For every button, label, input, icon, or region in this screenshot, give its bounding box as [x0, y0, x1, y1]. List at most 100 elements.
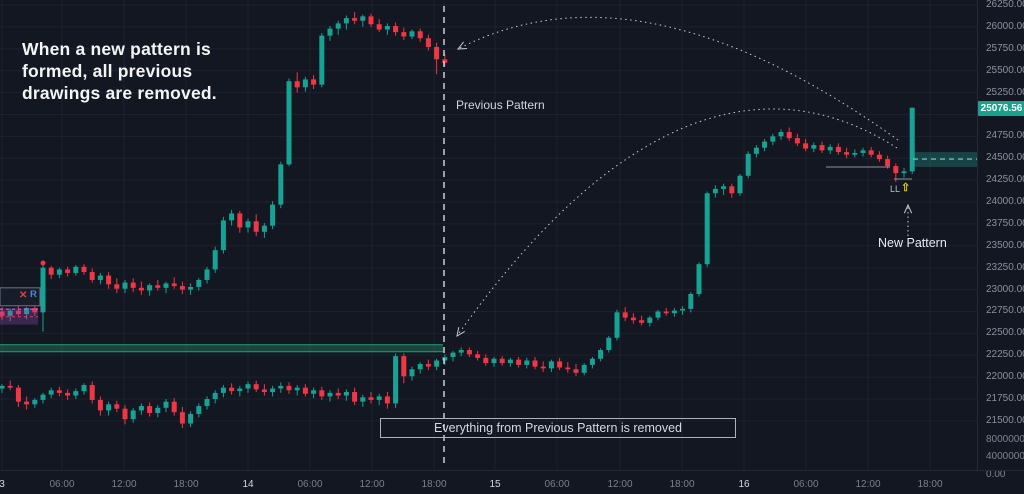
main-candle-body	[770, 136, 776, 142]
main-candle-body	[253, 384, 259, 390]
main-candle-body	[614, 312, 620, 338]
price-tick-label: 22750.00	[986, 305, 1024, 317]
prev-candle-body	[368, 16, 374, 25]
main-candle-body	[302, 387, 308, 394]
prev-candle-body	[319, 35, 325, 85]
main-candle-body	[368, 397, 374, 400]
prev-candle-body	[302, 79, 308, 88]
main-candle-body	[893, 166, 899, 174]
arrowhead	[903, 203, 913, 214]
main-candle-body	[663, 311, 669, 314]
main-candle-body	[729, 186, 735, 194]
position-reverse-label[interactable]: R	[30, 289, 37, 300]
current-price-badge: 25076.56	[978, 100, 1024, 116]
removed-note-box[interactable]: Everything from Previous Pattern is remo…	[380, 418, 736, 438]
prev-candle-body	[261, 225, 267, 232]
main-candle-body	[270, 388, 276, 393]
main-candle-body	[475, 354, 481, 358]
prev-candle-body	[237, 213, 243, 228]
main-candle-body	[540, 366, 546, 369]
prev-candle-body	[286, 81, 292, 165]
position-close-icon[interactable]: ✕	[19, 290, 28, 301]
volume-tick-label: 80000000.00	[986, 434, 1024, 445]
main-candle-body	[311, 390, 317, 394]
price-scale[interactable]: 25076.56 26250.00 26000.00 25750.00 25500.0…	[977, 0, 1024, 480]
main-candle-body	[89, 385, 95, 400]
ll-arrow-icon: ⇧	[901, 182, 911, 194]
main-candle-body	[794, 138, 800, 144]
previous-pattern-label[interactable]: Previous Pattern	[456, 98, 545, 112]
main-candle-body	[581, 364, 587, 373]
prev-candle-body	[220, 220, 226, 251]
main-candle-body	[335, 392, 341, 396]
main-candle-body	[630, 317, 636, 321]
main-candle-body	[147, 406, 153, 414]
main-candle-body	[655, 311, 661, 318]
main-candle-body	[885, 159, 891, 167]
main-candle-body	[220, 387, 226, 393]
prev-candle-body	[48, 267, 54, 275]
headline-line-3: drawings are removed.	[22, 83, 217, 103]
main-candle-body	[417, 364, 423, 370]
prev-candle-body	[409, 31, 415, 37]
prev-candle-body	[352, 18, 358, 21]
main-candle-body	[466, 350, 472, 355]
main-candle-body	[860, 150, 866, 153]
price-tick-label: 26250.00	[986, 0, 1024, 10]
main-candle-body	[401, 356, 407, 377]
main-candle-body	[745, 153, 751, 176]
main-candle-body	[245, 384, 251, 389]
annotation-headline[interactable]: When a new pattern is formed, all previo…	[22, 38, 252, 104]
price-tick-label: 21750.00	[986, 393, 1024, 405]
prev-candle-body	[229, 213, 235, 221]
price-tick-label: 25500.00	[986, 64, 1024, 76]
main-candle-body	[573, 369, 579, 373]
main-candle-body	[827, 146, 833, 151]
main-candle-body	[606, 337, 612, 350]
time-tick-label: 15	[489, 479, 501, 490]
prev-candle-body	[253, 221, 259, 232]
main-candle-body	[171, 401, 177, 413]
prev-candle-body	[188, 286, 194, 290]
main-candle-body	[212, 392, 218, 400]
main-candle-body	[237, 388, 243, 392]
price-tick-label: 23750.00	[986, 217, 1024, 229]
main-candle-body	[360, 397, 366, 402]
red-dot-marker	[40, 260, 46, 266]
main-candle-body	[844, 152, 850, 155]
headline-line-2: formed, all previous	[22, 61, 193, 81]
price-tick-label: 24250.00	[986, 174, 1024, 186]
demand-band	[0, 344, 443, 352]
main-candle-body	[762, 141, 768, 148]
new-pattern-label[interactable]: New Pattern	[878, 236, 947, 250]
headline-line-1: When a new pattern is	[22, 39, 211, 59]
prev-candle-body	[106, 275, 112, 285]
main-candle-body	[56, 390, 62, 393]
main-candle-body	[384, 396, 390, 404]
prev-candle-body	[32, 307, 38, 313]
main-candle-body	[138, 406, 144, 411]
dotted-curve-arrow	[456, 108, 898, 337]
price-tick-label: 25750.00	[986, 42, 1024, 54]
prev-candle-body	[138, 287, 144, 291]
price-tick-label: 23250.00	[986, 261, 1024, 273]
prev-candle-body	[343, 18, 349, 24]
time-tick-label: 14	[242, 479, 254, 490]
dotted-curve-arrow	[457, 16, 899, 141]
prev-candle-body	[24, 307, 30, 315]
time-scale[interactable]: 3 06:00 12:00 18:00 14 06:00 12:00 18:00 15 06:00…	[0, 470, 1024, 494]
main-candle-body	[196, 406, 202, 414]
main-candle-body	[589, 358, 595, 365]
arrowhead	[456, 41, 468, 50]
main-candle-body	[97, 399, 103, 411]
main-candle-body	[319, 390, 325, 397]
prev-candle-body	[401, 32, 407, 37]
prev-candle-body	[434, 47, 440, 60]
prev-candle-body	[81, 266, 87, 273]
main-candle-body	[680, 308, 686, 311]
main-candle-body	[721, 186, 727, 189]
main-candle-body	[901, 171, 907, 174]
main-candle-body	[598, 350, 604, 359]
main-candle-body	[778, 131, 784, 137]
